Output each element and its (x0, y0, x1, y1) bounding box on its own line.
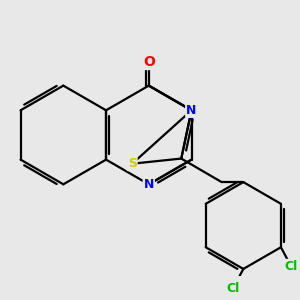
Text: Cl: Cl (284, 260, 298, 273)
Text: N: N (186, 104, 197, 117)
Text: S: S (128, 157, 137, 170)
Text: O: O (143, 55, 155, 69)
Text: Cl: Cl (226, 281, 240, 295)
Text: N: N (186, 104, 197, 117)
Text: N: N (144, 178, 154, 191)
